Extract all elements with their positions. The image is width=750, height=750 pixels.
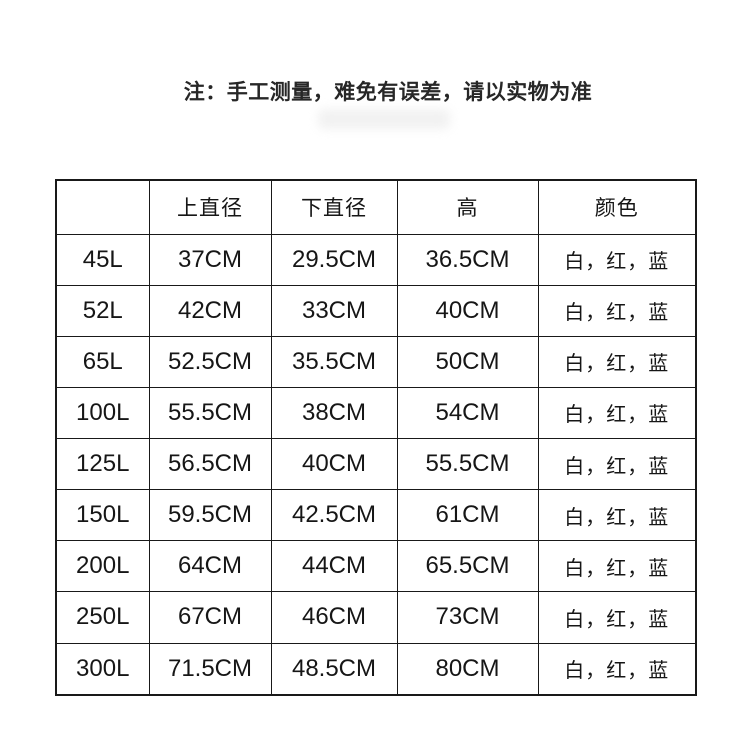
height-cell: 54CM — [396, 386, 539, 440]
height-cell: 40CM — [396, 284, 539, 337]
header-row: 上直径 下直径 高 颜色 — [55, 179, 697, 235]
size-cell: 250L — [55, 591, 150, 644]
bottom-diameter-cell: 46CM — [270, 591, 398, 644]
bottom-diameter-cell: 44CM — [270, 540, 398, 593]
column-header-height: 高 — [396, 179, 539, 235]
bottom-diameter-cell: 29.5CM — [270, 233, 398, 286]
height-cell: 65.5CM — [396, 540, 539, 593]
top-diameter-cell: 67CM — [148, 591, 272, 644]
height-cell: 36.5CM — [396, 233, 539, 286]
size-cell: 300L — [55, 642, 150, 696]
top-diameter-cell: 55.5CM — [148, 386, 272, 440]
colors-cell: 白，红，蓝 — [537, 233, 697, 286]
table-row: 65L 52.5CM 35.5CM 50CM 白，红，蓝 — [55, 335, 697, 388]
table-row: 300L 71.5CM 48.5CM 80CM 白，红，蓝 — [55, 642, 697, 696]
colors-cell: 白，红，蓝 — [537, 540, 697, 593]
table-row: 45L 37CM 29.5CM 36.5CM 白，红，蓝 — [55, 233, 697, 286]
bottom-diameter-cell: 42.5CM — [270, 489, 398, 542]
table-row: 125L 56.5CM 40CM 55.5CM 白，红，蓝 — [55, 437, 697, 491]
colors-cell: 白，红，蓝 — [537, 437, 697, 491]
colors-cell: 白，红，蓝 — [537, 642, 697, 696]
column-header-bottom-diameter: 下直径 — [270, 179, 398, 235]
size-cell: 100L — [55, 386, 150, 440]
bottom-diameter-cell: 35.5CM — [270, 335, 398, 388]
top-diameter-cell: 42CM — [148, 284, 272, 337]
size-cell: 45L — [55, 233, 150, 286]
size-cell: 150L — [55, 489, 150, 542]
colors-cell: 白，红，蓝 — [537, 591, 697, 644]
watermark-smudge — [318, 109, 450, 129]
size-cell: 200L — [55, 540, 150, 593]
height-cell: 50CM — [396, 335, 539, 388]
height-cell: 80CM — [396, 642, 539, 696]
height-cell: 55.5CM — [396, 437, 539, 491]
bottom-diameter-cell: 33CM — [270, 284, 398, 337]
measurement-note: 注：手工测量，难免有误差，请以实物为准 — [183, 81, 593, 104]
table-row: 100L 55.5CM 38CM 54CM 白，红，蓝 — [55, 386, 697, 440]
size-cell: 52L — [55, 284, 150, 337]
bottom-diameter-cell: 40CM — [270, 437, 398, 491]
height-cell: 73CM — [396, 591, 539, 644]
column-header-colors: 颜色 — [537, 179, 697, 235]
height-cell: 61CM — [396, 489, 539, 542]
top-diameter-cell: 56.5CM — [148, 437, 272, 491]
bottom-diameter-cell: 38CM — [270, 386, 398, 440]
size-spec-table: 上直径 下直径 高 颜色 45L 37CM 29.5CM 36.5CM 白，红，… — [55, 179, 697, 696]
top-diameter-cell: 71.5CM — [148, 642, 272, 696]
table-row: 250L 67CM 46CM 73CM 白，红，蓝 — [55, 591, 697, 644]
colors-cell: 白，红，蓝 — [537, 386, 697, 440]
size-cell: 65L — [55, 335, 150, 388]
table-row: 52L 42CM 33CM 40CM 白，红，蓝 — [55, 284, 697, 337]
size-cell: 125L — [55, 437, 150, 491]
top-diameter-cell: 59.5CM — [148, 489, 272, 542]
top-diameter-cell: 52.5CM — [148, 335, 272, 388]
column-header-top-diameter: 上直径 — [148, 179, 272, 235]
top-diameter-cell: 64CM — [148, 540, 272, 593]
top-diameter-cell: 37CM — [148, 233, 272, 286]
bottom-diameter-cell: 48.5CM — [270, 642, 398, 696]
column-header-size — [55, 179, 150, 235]
colors-cell: 白，红，蓝 — [537, 335, 697, 388]
table-row: 150L 59.5CM 42.5CM 61CM 白，红，蓝 — [55, 489, 697, 542]
colors-cell: 白，红，蓝 — [537, 284, 697, 337]
colors-cell: 白，红，蓝 — [537, 489, 697, 542]
table-row: 200L 64CM 44CM 65.5CM 白，红，蓝 — [55, 540, 697, 593]
